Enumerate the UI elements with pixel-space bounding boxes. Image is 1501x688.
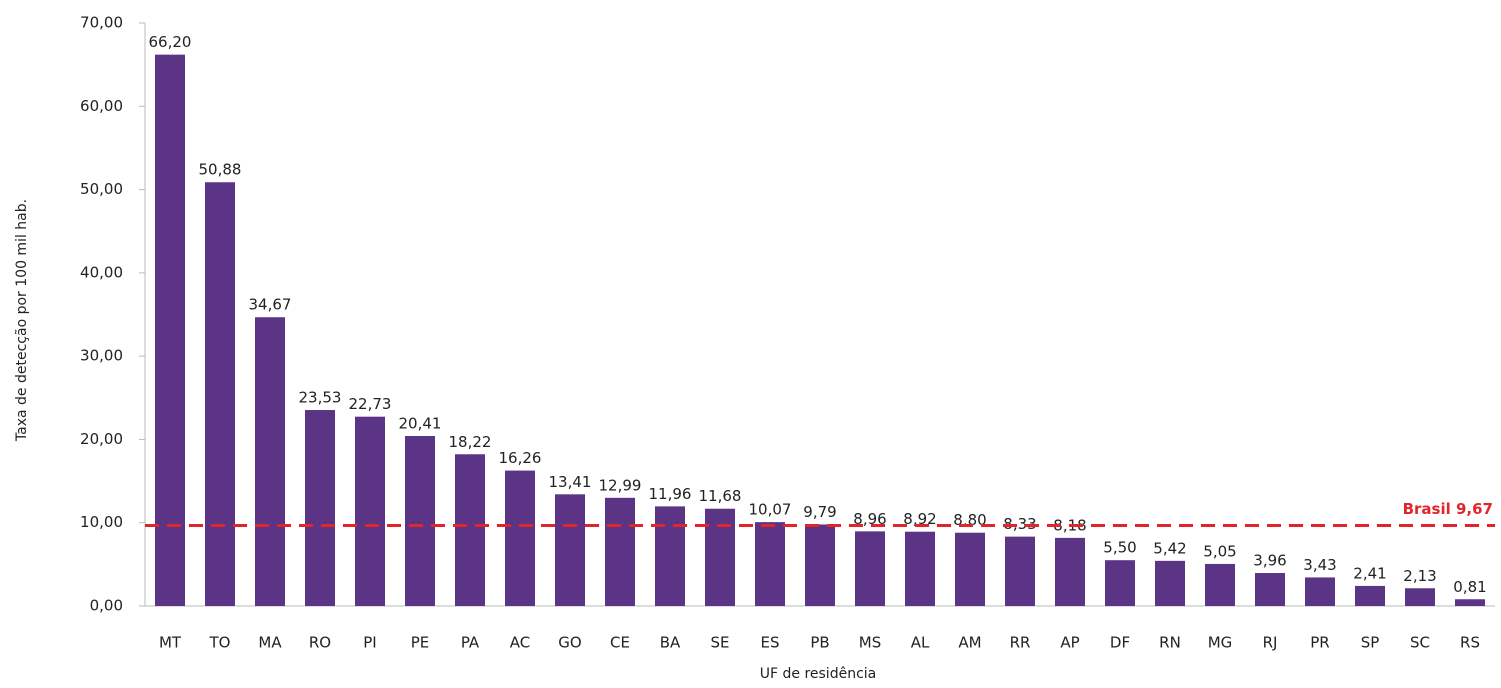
data-label: 5,05 [1203, 542, 1236, 560]
data-label: 2,41 [1353, 564, 1386, 582]
x-tick-label: RR [1010, 634, 1031, 652]
x-tick-label: TO [209, 634, 231, 652]
x-tick-label: GO [558, 634, 581, 652]
data-label: 0,81 [1453, 578, 1486, 596]
data-label: 10,07 [749, 501, 792, 519]
bar [1205, 563, 1235, 606]
data-label: 8,92 [903, 510, 936, 528]
y-tick-label: 10,00 [80, 513, 123, 531]
y-tick-label: 0,00 [90, 597, 123, 615]
x-tick-label: CE [610, 634, 630, 652]
x-tick-label: MS [859, 634, 881, 652]
data-label: 2,13 [1403, 567, 1436, 585]
x-tick-label: AP [1060, 634, 1079, 652]
x-tick-label: AC [510, 634, 530, 652]
data-label: 8,96 [853, 510, 886, 528]
x-tick-label: SC [1410, 634, 1430, 652]
x-tick-label: DF [1110, 634, 1130, 652]
bar [605, 497, 635, 606]
bar [1055, 537, 1085, 606]
bar [155, 54, 185, 607]
data-label: 20,41 [399, 415, 442, 433]
data-label: 5,50 [1103, 539, 1136, 557]
x-tick-label: PB [810, 634, 829, 652]
y-tick-label: 20,00 [80, 430, 123, 448]
bar [505, 470, 535, 606]
bar [1405, 588, 1435, 606]
x-tick-label: PI [363, 634, 376, 652]
bar [1105, 560, 1135, 606]
data-label: 3,43 [1303, 556, 1336, 574]
x-tick-label: AL [911, 634, 930, 652]
data-label: 66,20 [149, 33, 192, 51]
bar [555, 494, 585, 606]
y-tick-label: 60,00 [80, 97, 123, 115]
data-label: 3,96 [1253, 552, 1286, 570]
data-label: 5,42 [1153, 539, 1186, 557]
data-label: 16,26 [499, 449, 542, 467]
x-tick-label: PA [461, 634, 480, 652]
bar [855, 531, 885, 606]
bar [1255, 573, 1285, 606]
data-label: 50,88 [199, 161, 242, 179]
data-label: 11,68 [699, 487, 742, 505]
x-tick-label: MG [1208, 634, 1233, 652]
bar [655, 506, 685, 606]
x-axis-label: UF de residência [760, 666, 876, 682]
bar [255, 317, 285, 606]
data-label: 12,99 [599, 476, 642, 494]
bar [1305, 577, 1335, 606]
bar [355, 416, 385, 606]
x-tick-label: ES [761, 634, 780, 652]
y-tick-label: 50,00 [80, 180, 123, 198]
x-tick-label: RO [309, 634, 331, 652]
bar [955, 532, 985, 606]
bar [805, 524, 835, 606]
data-label: 13,41 [549, 473, 592, 491]
data-label: 23,53 [299, 389, 342, 407]
x-tick-label: SP [1361, 634, 1380, 652]
data-label: 8,33 [1003, 515, 1036, 533]
bar [1005, 536, 1035, 606]
bar [905, 531, 935, 606]
x-tick-label: RN [1159, 634, 1181, 652]
bar [205, 182, 235, 606]
data-label: 34,67 [249, 296, 292, 314]
x-tick-label: MA [258, 634, 282, 652]
x-tick-label: MT [159, 634, 182, 652]
x-tick-label: AM [958, 634, 981, 652]
bar [755, 522, 785, 606]
bar [1355, 585, 1385, 606]
x-tick-label: RJ [1263, 634, 1278, 652]
x-tick-label: BA [660, 634, 681, 652]
bar [1155, 560, 1185, 606]
y-tick-label: 70,00 [80, 14, 123, 32]
y-tick-label: 30,00 [80, 347, 123, 365]
x-tick-label: PR [1310, 634, 1329, 652]
data-label: 22,73 [349, 395, 392, 413]
data-label: 11,96 [649, 485, 692, 503]
x-tick-label: RS [1460, 634, 1480, 652]
bar [1455, 599, 1485, 606]
x-tick-label: PE [411, 634, 430, 652]
data-label: 9,79 [803, 503, 836, 521]
data-label: 18,22 [449, 433, 492, 451]
reference-label: Brasil 9,67 [1403, 500, 1493, 518]
bar [455, 454, 485, 606]
y-axis-label: Taxa de detecção por 100 mil hab. [14, 199, 30, 442]
bar [305, 410, 335, 606]
bar [405, 436, 435, 606]
y-tick-label: 40,00 [80, 263, 123, 281]
bar [705, 508, 735, 606]
x-tick-label: SE [711, 634, 730, 652]
